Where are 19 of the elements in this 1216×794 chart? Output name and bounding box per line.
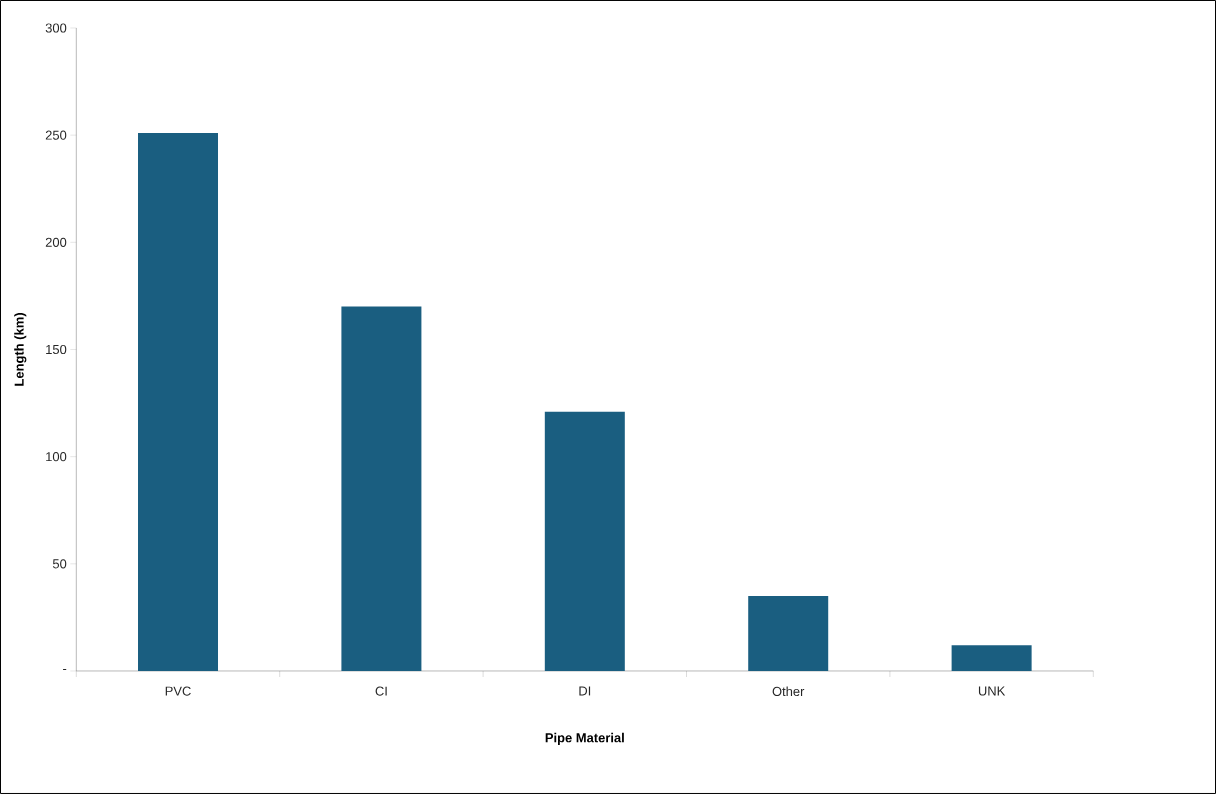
- y-tick-label: 100: [46, 452, 67, 462]
- x-tick-label: CI: [375, 686, 387, 696]
- y-tick-label: 250: [45, 130, 67, 140]
- y-axis-title: Length (km): [14, 313, 27, 386]
- x-tick-label: Other: [772, 686, 805, 697]
- y-tick-label: 300: [45, 23, 67, 33]
- bar: [748, 595, 829, 671]
- bar: [138, 133, 219, 671]
- y-tick-label: 50: [52, 559, 67, 569]
- x-tick-label: PVC: [165, 686, 191, 696]
- x-tick-label: DI: [579, 686, 591, 696]
- y-tick-label: 200: [45, 237, 67, 247]
- bar: [951, 645, 1032, 671]
- bar: [341, 306, 422, 671]
- y-tick-label: -: [63, 669, 67, 671]
- x-axis-title: Pipe Material: [545, 732, 624, 745]
- x-tick-label: UNK: [978, 686, 1006, 696]
- bar: [544, 411, 625, 671]
- y-tick-label: 150: [46, 344, 67, 355]
